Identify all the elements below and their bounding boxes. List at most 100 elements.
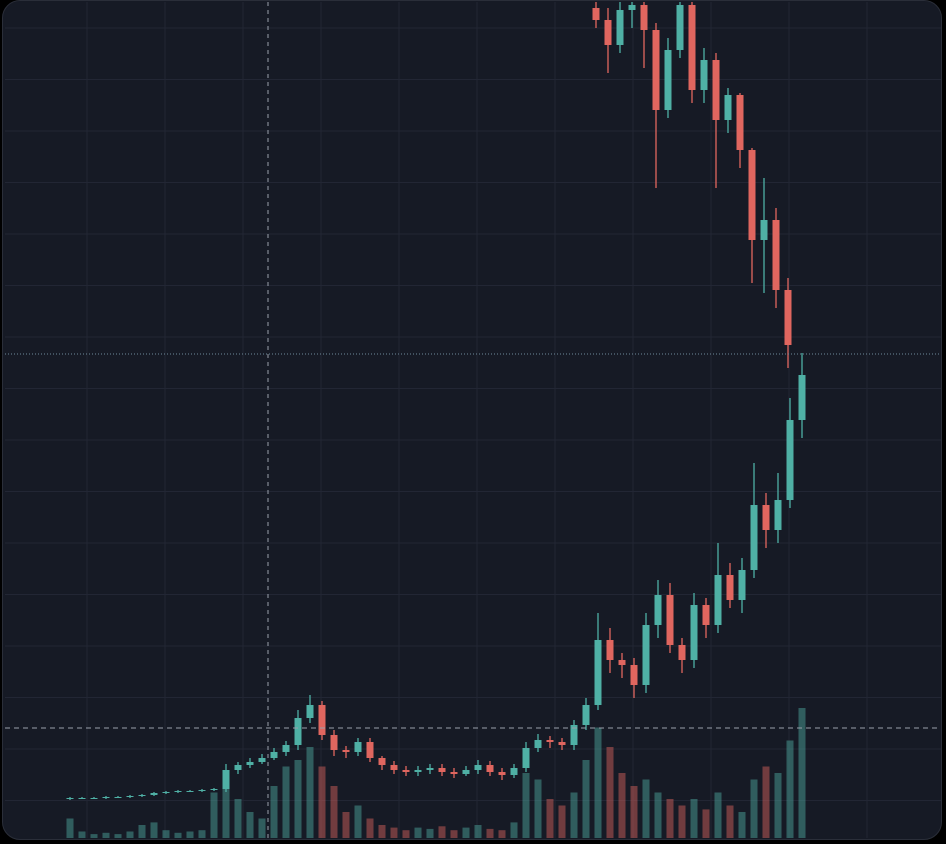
volume-bar xyxy=(798,708,806,838)
candle-body xyxy=(654,595,662,625)
volume-bar xyxy=(450,830,458,838)
volume-bar xyxy=(354,805,362,838)
volume-bar xyxy=(366,818,374,838)
volume-bar xyxy=(594,727,602,838)
volume-bar xyxy=(570,792,578,838)
candle-body xyxy=(712,60,720,120)
candle-body xyxy=(330,735,338,750)
candle-body xyxy=(726,575,734,600)
candle-body xyxy=(724,95,732,120)
candle-body xyxy=(174,791,182,792)
candle-body xyxy=(342,750,350,752)
candle-body xyxy=(748,150,756,240)
volume-bar xyxy=(222,779,230,838)
candle-body xyxy=(736,95,744,150)
volume-bar xyxy=(702,809,710,838)
volume-bar xyxy=(270,786,278,838)
candle-body xyxy=(642,625,650,685)
candle-body xyxy=(762,505,770,530)
volume-bar xyxy=(66,818,74,838)
candle-body xyxy=(558,742,566,745)
volume-bar xyxy=(510,822,518,838)
volume-bar xyxy=(678,805,686,838)
candle-body xyxy=(510,768,518,775)
volume-bar xyxy=(330,786,338,838)
volume-bar xyxy=(606,747,614,838)
candle-body xyxy=(414,770,422,772)
volume-bar xyxy=(138,825,146,838)
candle-body xyxy=(426,768,434,770)
volume-bar xyxy=(342,812,350,838)
candle-body xyxy=(630,665,638,685)
volume-bar xyxy=(318,766,326,838)
candle-body xyxy=(354,742,362,752)
volume-bar xyxy=(438,826,446,838)
volume-bar xyxy=(642,779,650,838)
volume-bar xyxy=(102,832,110,838)
candle-body xyxy=(282,745,290,752)
volume-bar xyxy=(498,830,506,838)
candle-body xyxy=(570,725,578,745)
candle-body xyxy=(640,5,648,30)
volume-bar xyxy=(306,747,314,838)
volume-bar xyxy=(618,773,626,838)
candle-body xyxy=(750,505,758,570)
candle-body xyxy=(366,742,374,758)
candle-body xyxy=(210,789,218,790)
volume-bar xyxy=(90,834,98,838)
candle-body xyxy=(114,797,122,798)
candle-body xyxy=(786,420,794,500)
volume-bar xyxy=(114,834,122,838)
candle-body xyxy=(774,500,782,530)
candle-body xyxy=(690,605,698,660)
volume-bar xyxy=(762,766,770,838)
volume-bar xyxy=(474,825,482,838)
volume-bar xyxy=(738,812,746,838)
candle-body xyxy=(546,740,554,742)
volume-bar xyxy=(162,830,170,838)
volume-bar xyxy=(654,792,662,838)
volume-bar xyxy=(234,799,242,838)
candle-body xyxy=(438,768,446,772)
volume-bar xyxy=(294,760,302,838)
volume-bar xyxy=(666,799,674,838)
candle-body xyxy=(234,765,242,770)
candle-body xyxy=(678,645,686,660)
candle-body xyxy=(198,790,206,791)
candle-body xyxy=(222,770,230,789)
volume-bar xyxy=(690,799,698,838)
candle-body xyxy=(604,20,612,45)
volume-bar xyxy=(78,831,86,838)
volume-bar xyxy=(126,831,134,838)
candle-body xyxy=(772,220,780,290)
volume-bar xyxy=(522,773,530,838)
candle-body xyxy=(306,705,314,718)
candle-body xyxy=(760,220,768,240)
candle-body xyxy=(798,375,806,420)
volume-bar xyxy=(630,786,638,838)
candle-body xyxy=(186,791,194,792)
volume-bar xyxy=(486,828,494,838)
candle-body xyxy=(486,765,494,772)
candle-body xyxy=(664,50,672,110)
volume-bar xyxy=(774,773,782,838)
candle-body xyxy=(618,660,626,665)
candle-body xyxy=(126,796,134,797)
candle-body xyxy=(702,605,710,625)
volume-bar xyxy=(714,792,722,838)
candle-body xyxy=(474,765,482,770)
volume-bar xyxy=(402,830,410,838)
volume-bar xyxy=(582,760,590,838)
candle-body xyxy=(616,10,624,45)
volume-bar xyxy=(750,779,758,838)
volume-bar xyxy=(558,805,566,838)
volume-bar xyxy=(282,766,290,838)
candle-body xyxy=(246,762,254,765)
volume-bar xyxy=(174,832,182,838)
volume-bar xyxy=(390,827,398,838)
volume-bar xyxy=(546,799,554,838)
candle-body xyxy=(462,770,470,774)
candle-body xyxy=(592,8,600,20)
volume-bar xyxy=(534,779,542,838)
